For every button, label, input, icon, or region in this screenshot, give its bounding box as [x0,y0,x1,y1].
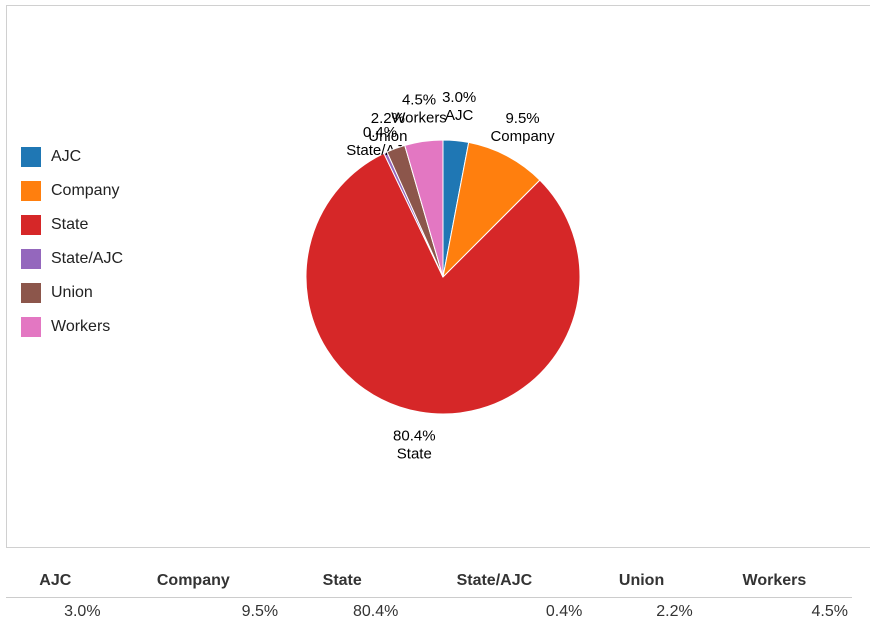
legend-label-workers: Workers [51,318,110,336]
legend-swatch-state-ajc [21,249,41,269]
table-header: State/AJC [402,566,586,598]
legend-swatch-ajc [21,147,41,167]
legend-label-company: Company [51,182,119,200]
table-header: Company [105,566,283,598]
legend-swatch-workers [21,317,41,337]
table-cell: 3.0% [6,598,105,622]
legend-item-state-ajc: State/AJC [21,242,123,276]
legend-item-union: Union [21,276,123,310]
data-table: AJC Company State State/AJC Union Worker… [6,566,852,621]
slice-label-state: 80.4% State [393,428,436,463]
table-cell: 4.5% [697,598,852,622]
table-header: State [282,566,402,598]
table-header: Workers [697,566,852,598]
table-header-row: AJC Company State State/AJC Union Worker… [6,566,852,598]
table-cell: 2.2% [586,598,696,622]
legend-swatch-union [21,283,41,303]
legend-label-state: State [51,216,88,234]
legend-swatch-company [21,181,41,201]
table-cell: 9.5% [105,598,283,622]
legend-label-ajc: AJC [51,148,81,166]
table-row: 3.0% 9.5% 80.4% 0.4% 2.2% 4.5% [6,598,852,622]
table-header: AJC [6,566,105,598]
slice-label-company: 9.5% Company [490,110,555,145]
chart-panel: 3.0% AJC 9.5% Company 80.4% State 0.4% State/AJ… [6,5,870,548]
legend-item-company: Company [21,174,123,208]
slice-label-ajc: 3.0% AJC [442,89,476,124]
legend: AJC Company State State/AJC Union Worker… [21,140,123,344]
legend-label-state-ajc: State/AJC [51,250,123,268]
legend-label-union: Union [51,284,93,302]
legend-item-ajc: AJC [21,140,123,174]
table-cell: 0.4% [402,598,586,622]
table-cell: 80.4% [282,598,402,622]
table-header: Union [586,566,696,598]
slice-label-workers: 4.5% Workers [391,92,447,127]
legend-item-state: State [21,208,123,242]
legend-swatch-state [21,215,41,235]
legend-item-workers: Workers [21,310,123,344]
